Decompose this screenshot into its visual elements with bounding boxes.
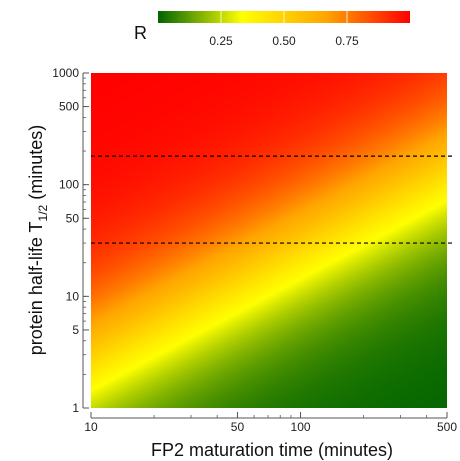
y-tick-label: 5 (72, 323, 79, 337)
x-tick-label: 50 (231, 420, 245, 434)
reference-lines (91, 155, 455, 244)
y-tick-label: 500 (59, 100, 79, 114)
colorbar-ticks: 0.25 0.50 0.75 (209, 11, 359, 48)
y-tick-label: 100 (59, 178, 79, 192)
y-tick-label: 50 (66, 211, 80, 225)
colorbar-title: R (134, 23, 147, 43)
colorbar-tick-label: 0.25 (209, 34, 233, 48)
y-tick-label: 1000 (52, 66, 79, 80)
y-tick-label: 10 (66, 289, 80, 303)
x-axis-title: FP2 maturation time (minutes) (151, 440, 393, 460)
y-axis-title: protein half-life T1/2 (minutes) (26, 125, 50, 355)
colorbar-tick-label: 0.75 (335, 34, 359, 48)
axes: 1 5 10 50 100 500 1000 10 50 100 500 (52, 66, 457, 434)
y-axis-title-main: protein half-life T (26, 221, 46, 355)
y-axis-title-subscript: 1/2 (36, 204, 50, 221)
y-tick-label: 1 (72, 401, 79, 415)
x-tick-label: 10 (84, 420, 98, 434)
heatmap-image (91, 73, 447, 408)
colorbar-tick-label: 0.50 (272, 34, 296, 48)
y-axis-title-unit: (minutes) (26, 125, 46, 205)
x-tick-label: 500 (437, 420, 457, 434)
x-tick-label: 100 (291, 420, 311, 434)
